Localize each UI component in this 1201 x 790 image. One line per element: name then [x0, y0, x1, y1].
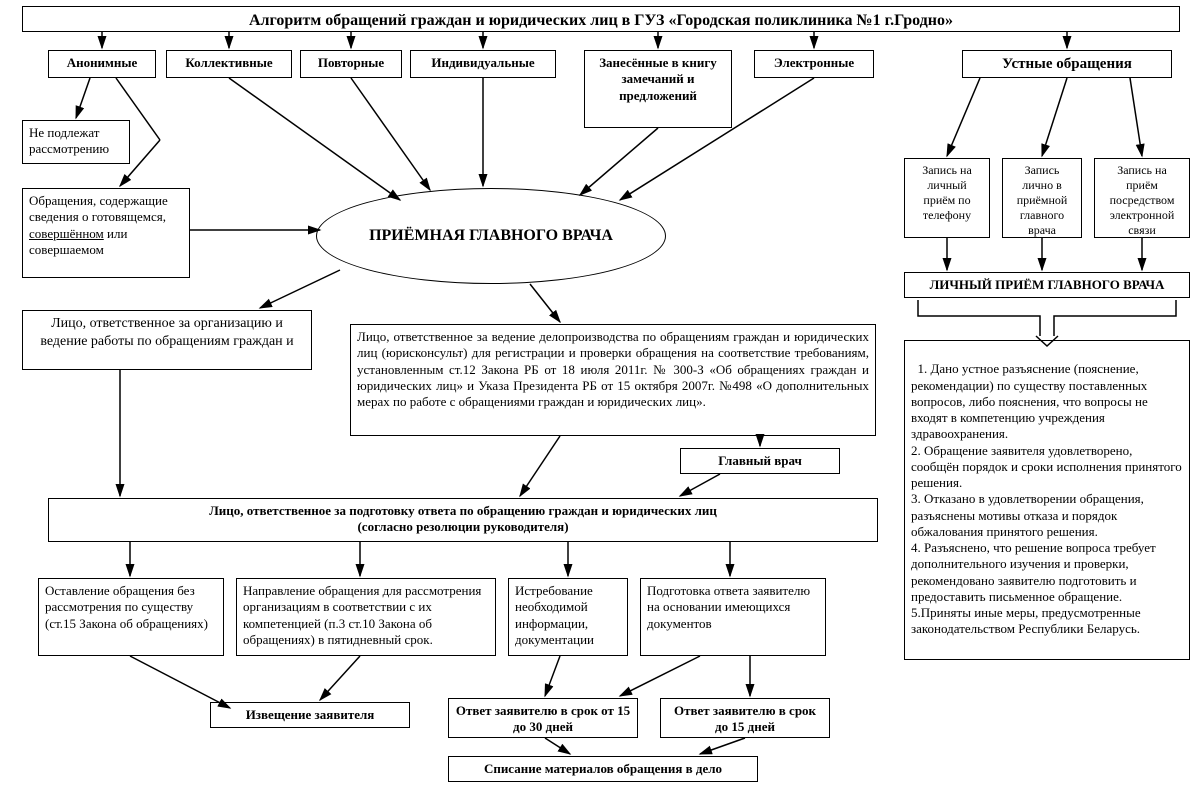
no-review-box: Не подлежат рассмотрению	[22, 120, 130, 164]
type-oral: Устные обращения	[962, 50, 1172, 78]
info-under: совершённом	[29, 226, 104, 241]
type-repeat: Повторные	[300, 50, 402, 78]
type-coll-label: Коллективные	[185, 55, 272, 70]
chief-text: Главный врач	[718, 453, 802, 468]
info-box: Обращения, содержащие сведения о готовящ…	[22, 188, 190, 278]
type-electronic: Электронные	[754, 50, 874, 78]
type-indiv: Индивидуальные	[410, 50, 556, 78]
outcome-4-text: Подготовка ответа заявителю на основании…	[647, 583, 810, 631]
notify-text: Извещение заявителя	[246, 707, 375, 722]
info-pre: Обращения, содержащие сведения о готовящ…	[29, 193, 168, 224]
no-review-text: Не подлежат рассмотрению	[29, 125, 109, 156]
type-anon: Анонимные	[48, 50, 156, 78]
appt-inperson: Запись лично в приёмной главного врача	[1002, 158, 1082, 238]
type-electronic-label: Электронные	[774, 55, 854, 70]
appt-phone-text: Запись на личный приём по телефону	[922, 163, 972, 222]
outcome-4: Подготовка ответа заявителю на основании…	[640, 578, 826, 656]
appt-electronic-text: Запись на приём посредством электронной …	[1110, 163, 1175, 237]
ans30-text: Ответ заявителю в срок от 15 до 30 дней	[456, 703, 630, 734]
notify-box: Извещение заявителя	[210, 702, 410, 728]
personal-reception-text: ЛИЧНЫЙ ПРИЁМ ГЛАВНОГО ВРАЧА	[930, 277, 1165, 292]
outcome-1: Оставление обращения без рассмотрения по…	[38, 578, 224, 656]
outcome-2-text: Направление обращения для рассмотрения о…	[243, 583, 481, 647]
appt-phone: Запись на личный приём по телефону	[904, 158, 990, 238]
ans30-box: Ответ заявителю в срок от 15 до 30 дней	[448, 698, 638, 738]
ans15-box: Ответ заявителю в срок до 15 дней	[660, 698, 830, 738]
outcome-1-text: Оставление обращения без рассмотрения по…	[45, 583, 208, 631]
title-box: Алгоритм обращений граждан и юридических…	[22, 6, 1180, 32]
type-anon-label: Анонимные	[67, 55, 138, 70]
appt-inperson-text: Запись лично в приёмной главного врача	[1017, 163, 1068, 237]
responsible-org-box: Лицо, ответственное за организацию и вед…	[22, 310, 312, 370]
type-book: Занесённые в книгу замечаний и предложен…	[584, 50, 732, 128]
type-indiv-label: Индивидуальные	[431, 55, 534, 70]
archive-text: Списание материалов обращения в дело	[484, 761, 722, 776]
outcome-2: Направление обращения для рассмотрения о…	[236, 578, 496, 656]
chief-box: Главный врач	[680, 448, 840, 474]
responder-l2: (согласно резолюции руководителя)	[357, 519, 568, 534]
reception-text: ПРИЁМНАЯ ГЛАВНОГО ВРАЧА	[369, 226, 613, 247]
responder-box: Лицо, ответственное за подготовку ответа…	[48, 498, 878, 542]
ans15-text: Ответ заявителю в срок до 15 дней	[674, 703, 816, 734]
type-repeat-label: Повторные	[318, 55, 384, 70]
type-oral-label: Устные обращения	[1002, 56, 1132, 72]
outcome-3: Истребование необходимой информации, док…	[508, 578, 628, 656]
outcome-3-text: Истребование необходимой информации, док…	[515, 583, 594, 647]
appt-electronic: Запись на приём посредством электронной …	[1094, 158, 1190, 238]
responder-l1: Лицо, ответственное за подготовку ответа…	[209, 503, 717, 518]
legal-box: Лицо, ответственное за ведение делопроиз…	[350, 324, 876, 436]
title-text: Алгоритм обращений граждан и юридических…	[249, 12, 953, 29]
results-text: 1. Дано устное разъяснение (пояснение, р…	[911, 361, 1185, 636]
legal-text: Лицо, ответственное за ведение делопроиз…	[357, 329, 869, 409]
reception-ellipse: ПРИЁМНАЯ ГЛАВНОГО ВРАЧА	[316, 188, 666, 284]
personal-reception: ЛИЧНЫЙ ПРИЁМ ГЛАВНОГО ВРАЧА	[904, 272, 1190, 298]
archive-box: Списание материалов обращения в дело	[448, 756, 758, 782]
type-coll: Коллективные	[166, 50, 292, 78]
results-box: 1. Дано устное разъяснение (пояснение, р…	[904, 340, 1190, 660]
responsible-org-text: Лицо, ответственное за организацию и вед…	[40, 316, 293, 349]
type-book-label: Занесённые в книгу замечаний и предложен…	[599, 55, 717, 103]
